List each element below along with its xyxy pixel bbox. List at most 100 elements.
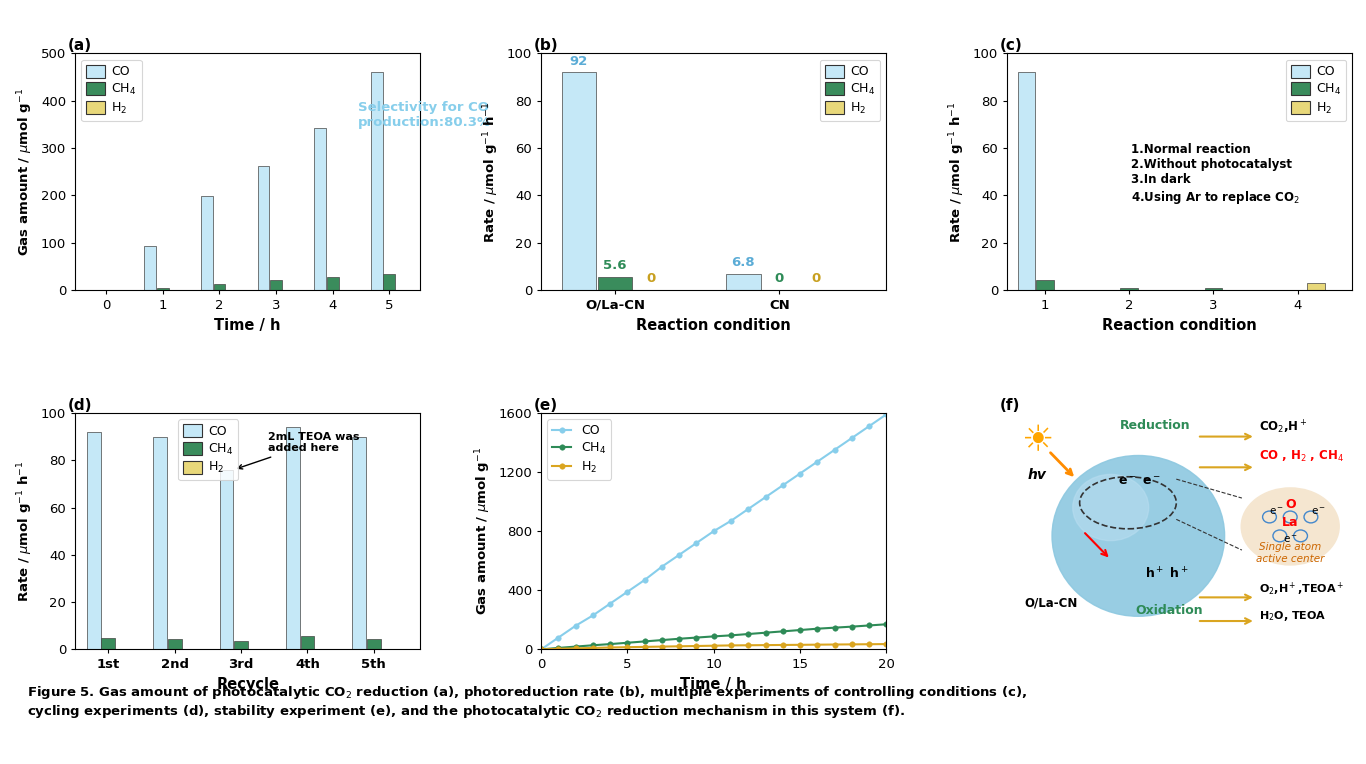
H$_2$ — [740, 641, 757, 650]
CO — [826, 445, 843, 455]
CO — [688, 539, 705, 548]
Bar — [201, 196, 213, 290]
Bar — [258, 166, 269, 290]
H$_2$ — [567, 644, 583, 653]
CH$_4$ — [637, 637, 653, 646]
Legend: CO, CH$_4$, H$_2$: CO, CH$_4$, H$_2$ — [820, 60, 880, 121]
Bar — [352, 436, 366, 649]
CO — [740, 504, 757, 513]
CH$_4$ — [809, 624, 825, 633]
Text: (d): (d) — [68, 398, 93, 413]
CH$_4$ — [861, 621, 877, 630]
CH$_4$ — [619, 638, 635, 647]
CH$_4$ — [878, 620, 895, 629]
CH$_4$ — [567, 642, 583, 651]
CO — [585, 611, 601, 620]
Text: CO$_2$,H$^+$: CO$_2$,H$^+$ — [1259, 419, 1307, 436]
Legend: CO, CH$_4$, H$_2$: CO, CH$_4$, H$_2$ — [178, 419, 238, 481]
X-axis label: Time / h: Time / h — [680, 677, 747, 692]
CH$_4$ — [654, 636, 671, 645]
H$_2$ — [844, 639, 861, 649]
Bar — [101, 638, 115, 649]
Text: 0: 0 — [811, 272, 820, 285]
H$_2$ — [654, 642, 671, 651]
Bar — [153, 436, 167, 649]
CH$_4$ — [826, 623, 843, 633]
CO — [602, 599, 619, 608]
Text: La: La — [1281, 516, 1299, 529]
Bar — [285, 427, 299, 649]
H$_2$ — [757, 640, 773, 649]
Bar — [1018, 73, 1035, 290]
Text: Figure 5. Gas amount of photocatalytic CO$_2$ reduction (a), photoreduction rate: Figure 5. Gas amount of photocatalytic C… — [27, 684, 1027, 720]
CH$_4$ — [775, 626, 791, 636]
Line: H$_2$: H$_2$ — [538, 641, 889, 652]
H$_2$ — [533, 645, 549, 654]
Line: CH$_4$: CH$_4$ — [538, 621, 889, 652]
CO — [809, 457, 825, 466]
CH$_4$ — [550, 643, 567, 652]
Text: (f): (f) — [1000, 398, 1020, 413]
CO — [533, 645, 549, 654]
CO — [671, 550, 687, 559]
H$_2$ — [723, 641, 739, 650]
Bar — [270, 280, 281, 290]
CH$_4$ — [688, 633, 705, 643]
H$_2$ — [637, 643, 653, 652]
H$_2$ — [602, 643, 619, 652]
Text: CO , H$_2$ , CH$_4$: CO , H$_2$ , CH$_4$ — [1259, 449, 1344, 465]
CH$_4$ — [602, 639, 619, 649]
CH$_4$ — [740, 630, 757, 639]
Bar — [727, 274, 761, 290]
Text: hv: hv — [1027, 468, 1046, 482]
Text: h$^+$ h$^+$: h$^+$ h$^+$ — [1145, 566, 1188, 581]
CH$_4$ — [706, 632, 723, 641]
H$_2$ — [585, 643, 601, 652]
Text: (a): (a) — [68, 38, 93, 53]
Bar — [384, 274, 395, 290]
Text: e$^-$ e$^-$: e$^-$ e$^-$ — [1117, 475, 1160, 488]
Text: Selectivity for CO
production:80.3%: Selectivity for CO production:80.3% — [358, 101, 492, 129]
Bar — [168, 639, 182, 649]
Bar — [220, 470, 234, 649]
CO — [878, 410, 895, 419]
Text: 92: 92 — [570, 55, 589, 68]
Text: ☀: ☀ — [1020, 424, 1053, 458]
Bar — [87, 432, 101, 649]
Y-axis label: Rate / $\mu$mol g$^{-1}$ h$^{-1}$: Rate / $\mu$mol g$^{-1}$ h$^{-1}$ — [482, 101, 501, 242]
CO — [723, 516, 739, 526]
H$_2$ — [775, 640, 791, 649]
Bar — [326, 277, 339, 290]
CH$_4$ — [533, 645, 549, 654]
Bar — [598, 277, 632, 290]
CO — [706, 526, 723, 536]
CO — [550, 633, 567, 643]
Line: CO: CO — [538, 412, 889, 652]
Text: (b): (b) — [534, 38, 559, 53]
CH$_4$ — [671, 634, 687, 643]
Bar — [213, 283, 225, 290]
H$_2$ — [671, 642, 687, 651]
X-axis label: Time / h: Time / h — [214, 318, 281, 332]
CO — [567, 621, 583, 630]
Y-axis label: Gas amount / $\mu$mol g$^{-1}$: Gas amount / $\mu$mol g$^{-1}$ — [473, 447, 493, 615]
Text: O/La-CN: O/La-CN — [1024, 597, 1078, 610]
Text: 0: 0 — [775, 272, 784, 285]
Text: Oxidation: Oxidation — [1135, 604, 1203, 617]
Ellipse shape — [1072, 474, 1149, 541]
CO — [619, 588, 635, 597]
CO — [792, 469, 809, 478]
Bar — [1037, 280, 1053, 290]
Bar — [157, 287, 169, 290]
Text: (e): (e) — [534, 398, 559, 413]
H$_2$ — [688, 642, 705, 651]
CO — [637, 575, 653, 584]
H$_2$ — [809, 640, 825, 649]
CH$_4$ — [792, 626, 809, 635]
Bar — [561, 73, 596, 290]
Text: 0: 0 — [646, 272, 656, 285]
Text: O$_2$,H$^+$,TEOA$^+$: O$_2$,H$^+$,TEOA$^+$ — [1259, 581, 1344, 597]
Bar — [367, 639, 381, 649]
Text: 5.6: 5.6 — [604, 259, 627, 272]
Text: (c): (c) — [1000, 38, 1023, 53]
